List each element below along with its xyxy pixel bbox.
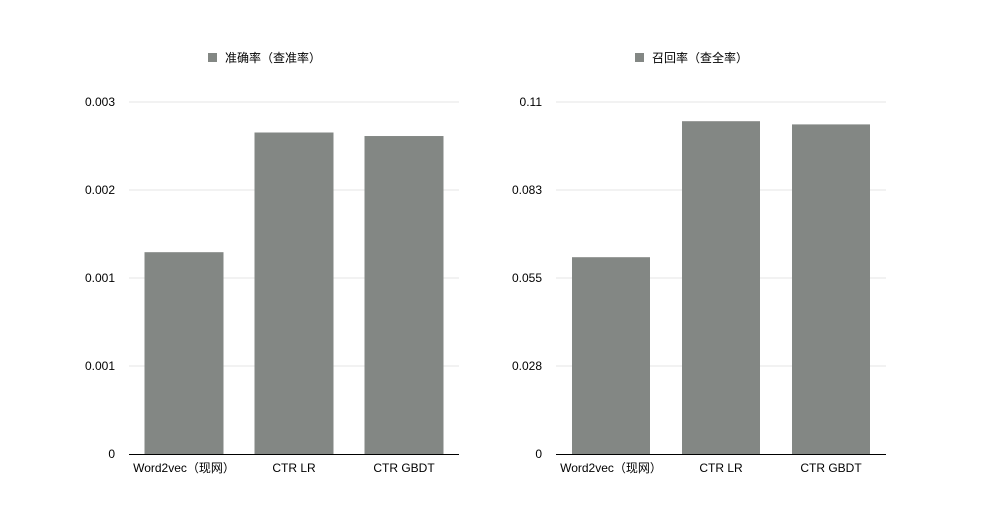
- y-tick-label: 0.002: [85, 183, 115, 197]
- y-tick-label: 0: [535, 447, 542, 461]
- x-tick-label: CTR LR: [272, 461, 316, 475]
- x-tick-label: CTR GBDT: [800, 461, 862, 475]
- y-tick-label: 0.11: [520, 95, 543, 109]
- bar: [144, 252, 224, 454]
- y-tick-label: 0.083: [512, 183, 542, 197]
- bar: [792, 124, 870, 455]
- legend-label: 召回率（查全率）: [652, 50, 748, 65]
- precision-chart: 0 0.001 0.001 0.002 0.003 Word2vec（现网） CTR LR C…: [85, 50, 459, 475]
- recall-chart: 0 0.028 0.055 0.083 0.11 Word2vec（现网） CTR LR CT…: [512, 50, 886, 475]
- y-tick-label: 0.001: [85, 359, 115, 373]
- y-tick-label: 0.001: [85, 271, 115, 285]
- legend-label: 准确率（查准率）: [225, 50, 321, 65]
- x-tick-label: CTR LR: [699, 461, 743, 475]
- bar: [364, 136, 444, 454]
- y-tick-label: 0.028: [512, 359, 542, 373]
- bar: [572, 257, 650, 454]
- legend-swatch: [208, 53, 217, 62]
- y-tick-label: 0.055: [512, 271, 542, 285]
- x-tick-label: CTR GBDT: [373, 461, 435, 475]
- y-tick-label: 0: [108, 447, 115, 461]
- bar: [254, 132, 334, 455]
- y-tick-label: 0.003: [85, 95, 115, 109]
- legend-swatch: [635, 53, 644, 62]
- bar: [682, 121, 760, 454]
- x-tick-label: Word2vec（现网）: [133, 461, 235, 475]
- x-tick-label: Word2vec（现网）: [560, 461, 662, 475]
